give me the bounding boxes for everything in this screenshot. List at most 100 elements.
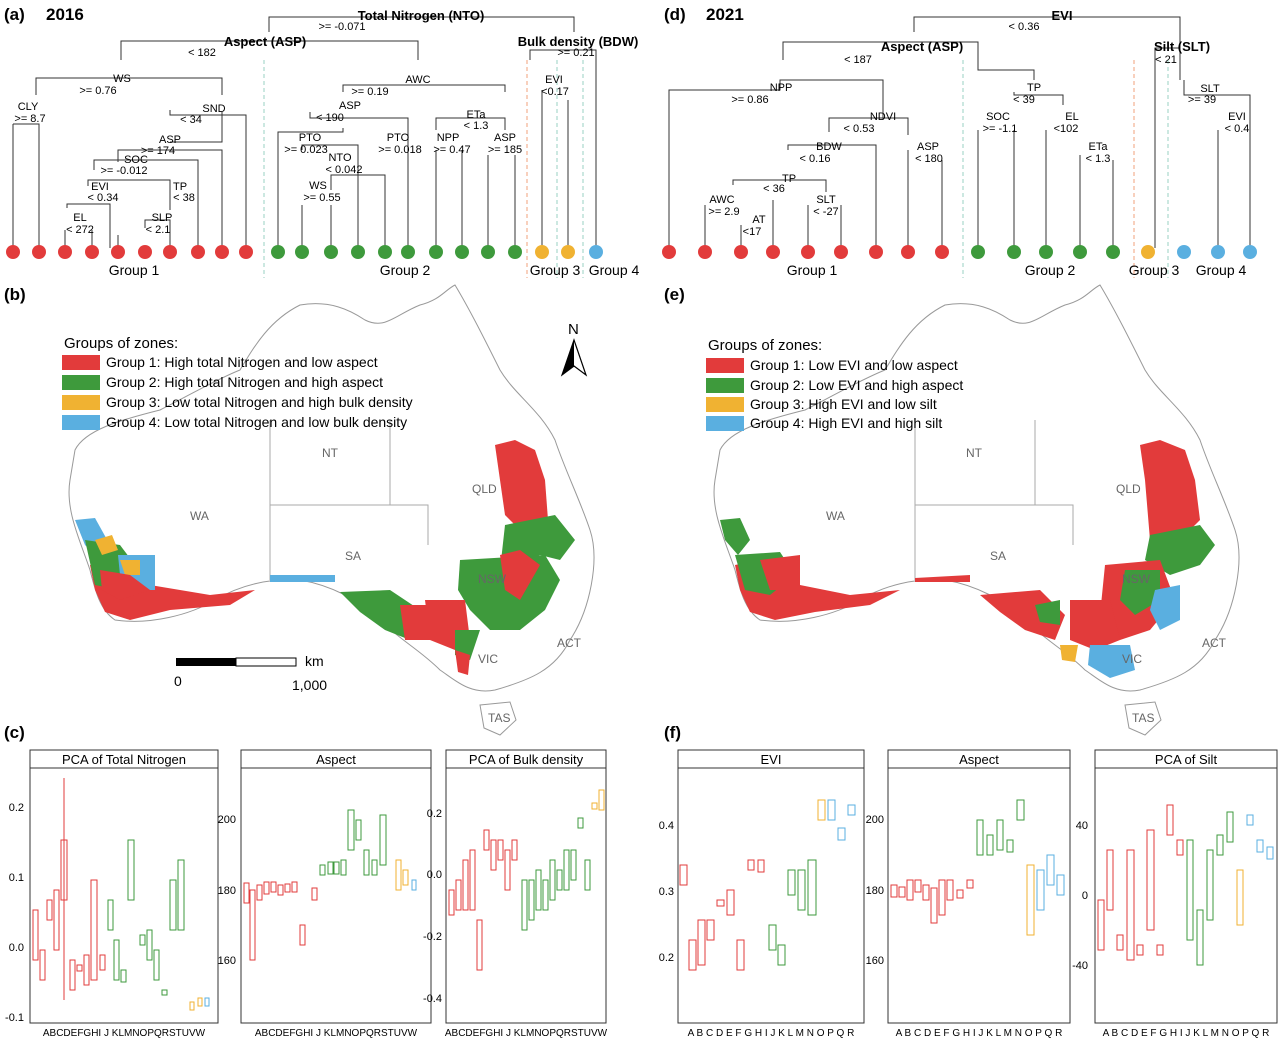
panel-b-label: (b): [4, 285, 26, 304]
svg-text:< 0.042: < 0.042: [325, 164, 362, 176]
svg-text:Group 3: Group 3: [530, 262, 581, 278]
panel-d-label: (d): [664, 5, 686, 24]
svg-text:EVI: EVI: [91, 181, 109, 193]
svg-text:-0.1: -0.1: [5, 1012, 24, 1024]
map-2016-legend-1: Group 1: High total Nitrogen and low asp…: [106, 354, 378, 370]
legend-swatch-group4-2016: [62, 415, 100, 430]
svg-text:PTO: PTO: [299, 132, 322, 144]
svg-text:TAS: TAS: [1132, 711, 1154, 725]
svg-text:<17: <17: [743, 226, 762, 238]
svg-text:0.2: 0.2: [427, 808, 442, 820]
svg-text:>= 0.19: >= 0.19: [351, 86, 388, 98]
svg-text:SLT: SLT: [1200, 83, 1220, 95]
svg-text:< 180: < 180: [915, 153, 943, 165]
svg-text:200: 200: [866, 814, 884, 826]
map-2016: Groups of zones: Group 1: High total Nit…: [62, 284, 595, 736]
scale-bar: km 0 1,000: [174, 653, 327, 693]
svg-text:EVI: EVI: [1228, 111, 1246, 123]
svg-text:160: 160: [866, 955, 884, 967]
svg-text:< 34: < 34: [180, 114, 202, 126]
svg-text:EL: EL: [1065, 111, 1078, 123]
svg-text:VIC: VIC: [1122, 652, 1142, 666]
svg-text:<0.17: <0.17: [541, 86, 569, 98]
tree-2016: [12, 16, 597, 248]
map-2021-legend-4: Group 4: High EVI and high silt: [750, 415, 942, 431]
tree-2016-left-split: < 182: [188, 47, 216, 59]
svg-text:< 36: < 36: [763, 183, 785, 195]
svg-text:CLY: CLY: [18, 101, 39, 113]
svg-text:PCA of Silt: PCA of Silt: [1155, 752, 1218, 767]
tree-2021: [668, 16, 1251, 248]
svg-text:ABCDEFGHI J KLMNOPQRSTUVW: ABCDEFGHI J KLMNOPQRSTUVW: [255, 1028, 418, 1039]
svg-text:WS: WS: [113, 73, 131, 85]
legend-swatch-group3-2016: [62, 395, 100, 410]
legend-swatch-group1-2016: [62, 355, 100, 370]
svg-text:< 0.34: < 0.34: [88, 192, 119, 204]
boxplots-2016: PCA of Total Nitrogen 0.2 0.1 0.0 -0.1 A…: [5, 749, 608, 1039]
svg-text:TP: TP: [1027, 82, 1041, 94]
svg-text:Group 3: Group 3: [1129, 262, 1180, 278]
svg-text:180: 180: [218, 885, 236, 897]
panel-a-year: 2016: [46, 5, 84, 24]
map-2016-legend-4: Group 4: Low total Nitrogen and low bulk…: [106, 414, 407, 430]
svg-text:PTO: PTO: [387, 132, 410, 144]
svg-text:< 272: < 272: [66, 224, 94, 236]
svg-text:< 2.1: < 2.1: [146, 224, 171, 236]
legend-swatch-group1-2021: [706, 358, 744, 373]
svg-text:>= 0.023: >= 0.023: [284, 144, 327, 156]
svg-text:ASP: ASP: [339, 100, 361, 112]
svg-text:EL: EL: [73, 212, 86, 224]
svg-text:Group 4: Group 4: [589, 262, 640, 278]
svg-text:>= 0.86: >= 0.86: [731, 94, 768, 106]
svg-text:Aspect: Aspect: [959, 752, 999, 767]
tasmania: [479, 701, 517, 736]
svg-text:0.3: 0.3: [659, 886, 674, 898]
svg-text:Aspect: Aspect: [316, 752, 356, 767]
svg-text:ACT: ACT: [1202, 636, 1227, 650]
map-2016-regions: [75, 440, 575, 675]
svg-text:BDW: BDW: [816, 141, 842, 153]
tree-2016-root-split: >= -0.071: [318, 21, 365, 33]
tree-2016-root: Total Nitrogen (NTO): [358, 8, 485, 23]
svg-text:NSW: NSW: [1122, 572, 1151, 586]
svg-text:WS: WS: [309, 180, 327, 192]
svg-text:>= 0.76: >= 0.76: [79, 85, 116, 97]
svg-text:0.2: 0.2: [659, 952, 674, 964]
svg-text:Group 1: Group 1: [787, 262, 838, 278]
tree-2021-leaves: [662, 245, 1257, 259]
panel-e-label: (e): [664, 285, 685, 304]
tree-2021-root: EVI: [1052, 8, 1073, 23]
legend-swatch-group2-2016: [62, 375, 100, 390]
tree-2021-groups: Group 1 Group 2 Group 3 Group 4: [787, 262, 1247, 278]
north-arrow-icon: N: [560, 321, 588, 377]
svg-text:>= 0.018: >= 0.018: [378, 144, 421, 156]
svg-text:NPP: NPP: [770, 82, 793, 94]
map-2021-legend-3: Group 3: High EVI and low silt: [750, 396, 937, 412]
svg-text:NDVI: NDVI: [870, 111, 896, 123]
svg-text:-0.2: -0.2: [423, 931, 442, 943]
svg-text:TP: TP: [782, 173, 796, 185]
svg-text:1,000: 1,000: [292, 677, 327, 693]
tasmania: [1124, 701, 1162, 736]
svg-text:EVI: EVI: [761, 752, 782, 767]
svg-text:A B C D E F G H I J K L M N O: A B C D E F G H I J K L M N O P Q R: [688, 1028, 855, 1039]
svg-text:SA: SA: [345, 549, 361, 563]
svg-text:PCA of Total Nitrogen: PCA of Total Nitrogen: [62, 752, 186, 767]
tree-2021-right-split: < 21: [1155, 54, 1177, 66]
tree-2016-dashes: [263, 60, 584, 278]
svg-text:Group 1: Group 1: [109, 262, 160, 278]
tree-2021-right: Silt (SLT): [1154, 39, 1210, 54]
svg-text:TP: TP: [173, 181, 187, 193]
svg-text:40: 40: [1076, 820, 1088, 832]
tree-2016-groups: Group 1 Group 2 Group 3 Group 4: [109, 262, 640, 278]
svg-text:< 39: < 39: [1013, 94, 1035, 106]
svg-text:NPP: NPP: [437, 132, 460, 144]
svg-text:< 190: < 190: [316, 112, 344, 124]
svg-text:Group 2: Group 2: [1025, 262, 1076, 278]
svg-text:< 1.3: < 1.3: [1086, 153, 1111, 165]
svg-text:N: N: [568, 321, 579, 338]
svg-text:ASP: ASP: [159, 134, 181, 146]
svg-text:>= 39: >= 39: [1188, 94, 1216, 106]
boxplots-2021: EVI 0.4 0.3 0.2 A B C D E F G H I J K L …: [659, 749, 1278, 1039]
